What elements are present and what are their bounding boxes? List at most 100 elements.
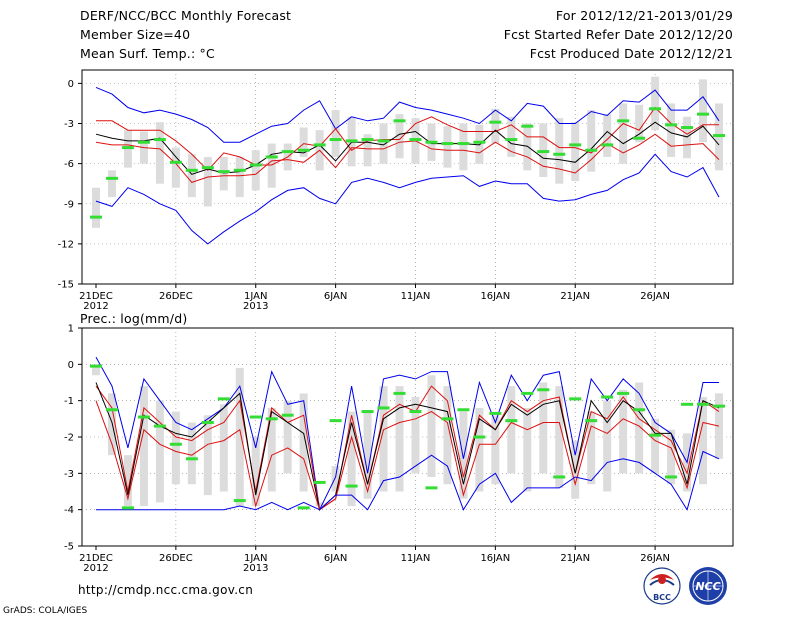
temp-observed-mark xyxy=(105,176,118,180)
temp-observed-mark xyxy=(489,120,502,124)
temp-plot-frame xyxy=(81,69,734,285)
temp-observed-mark xyxy=(441,142,454,146)
prec-spread-box xyxy=(299,393,308,492)
temp-ytick-label: -6 xyxy=(64,159,74,170)
temp-observed-mark xyxy=(601,143,614,147)
temp-ytick-label: 0 xyxy=(68,79,74,90)
prec-observed-mark xyxy=(233,499,246,503)
prec-spread-box xyxy=(667,429,676,485)
prec-observed-mark xyxy=(665,475,678,479)
temp-xtick-year: 2012 xyxy=(83,301,108,312)
temp-spread-box xyxy=(267,143,276,188)
prec-observed-mark xyxy=(521,391,534,395)
prec-spread-box xyxy=(427,375,436,477)
prec-observed-mark xyxy=(681,402,694,406)
temp-observed-mark xyxy=(329,138,342,142)
prec-observed-mark xyxy=(697,402,710,406)
temp-observed-mark xyxy=(345,139,358,143)
bcc-logo: BCC xyxy=(643,567,681,605)
temp-observed-mark xyxy=(361,138,374,142)
prec-observed-mark xyxy=(425,486,438,490)
temp-observed-mark xyxy=(153,138,166,142)
prec-observed-mark xyxy=(313,480,326,484)
prec-observed-mark xyxy=(90,364,102,368)
temp-observed-mark xyxy=(633,136,646,140)
prec-ytick-label: -2 xyxy=(64,433,74,444)
prec-min-line xyxy=(96,450,720,511)
prec-observed-mark xyxy=(169,442,182,446)
temp-xtick-label: 16JAN xyxy=(480,291,510,302)
temp-ytick-label: -15 xyxy=(58,280,74,291)
prec-spread-box xyxy=(219,404,228,492)
temp-ytick-label: -3 xyxy=(64,119,74,130)
temp-observed-mark xyxy=(313,143,326,147)
temp-spread-box xyxy=(443,126,452,168)
temp-observed-mark xyxy=(649,107,662,111)
prec-observed-mark xyxy=(553,475,566,479)
temp-min-line xyxy=(95,153,720,245)
prec-ytick-label: 0 xyxy=(68,360,74,371)
prec-observed-mark xyxy=(409,410,422,414)
precip-chart-title: Prec.: log(mm/d) xyxy=(80,311,187,326)
prec-xtick-label: 16JAN xyxy=(480,553,510,564)
header-start-date: Fcst Started Refer Date 2012/12/20 xyxy=(504,27,733,42)
temp-xtick-label: 21DEC xyxy=(79,291,113,302)
prec-observed-mark xyxy=(137,415,150,419)
temp-mean-line xyxy=(95,121,720,175)
temp-spread-box xyxy=(587,110,596,172)
temp-observed-mark xyxy=(425,140,438,144)
temp-observed-mark xyxy=(617,119,630,123)
prec-observed-mark xyxy=(569,397,582,401)
temp-spread-box xyxy=(571,122,580,182)
temp-observed-mark xyxy=(265,155,278,159)
prec-spread-box xyxy=(123,455,132,507)
temp-observed-mark xyxy=(249,163,262,167)
source-url[interactable]: http://cmdp.ncc.cma.gov.cn xyxy=(78,583,253,597)
prec-spread-box xyxy=(315,502,324,507)
temp-upper-line xyxy=(96,106,719,172)
temp-xtick-label: 26JAN xyxy=(640,291,670,302)
temp-observed-mark xyxy=(681,126,694,130)
temp-xtick-label: 26DEC xyxy=(159,291,193,302)
prec-observed-mark xyxy=(153,424,166,428)
temp-spread-box xyxy=(459,123,468,171)
temp-observed-mark xyxy=(409,138,422,142)
temp-spread-box xyxy=(299,127,308,157)
header-title: DERF/NCC/BCC Monthly Forecast xyxy=(80,8,291,23)
prec-spread-box xyxy=(603,400,612,492)
prec-spread-box xyxy=(395,386,404,492)
prec-spread-box xyxy=(363,411,372,499)
prec-spread-box xyxy=(235,367,244,507)
prec-spread-box xyxy=(203,415,212,496)
prec-spread-box xyxy=(251,437,260,507)
prec-xtick-year: 2013 xyxy=(243,563,268,574)
temp-observed-mark xyxy=(121,146,134,150)
prec-observed-mark xyxy=(201,420,214,424)
prec-spread-box xyxy=(187,422,196,485)
prec-observed-mark xyxy=(281,413,294,417)
temp-spread-box xyxy=(699,79,708,143)
temp-spread-box xyxy=(523,123,532,171)
temp-spread-box xyxy=(203,156,212,207)
temp-observed-mark xyxy=(569,143,582,147)
temp-spread-box xyxy=(667,103,676,157)
prec-spread-box xyxy=(507,386,516,474)
temp-spread-box xyxy=(171,147,180,188)
temp-spread-box xyxy=(683,116,692,159)
prec-spread-box xyxy=(155,400,164,503)
header-produced-date: Fcst Produced Date 2012/12/21 xyxy=(530,46,733,61)
prec-spread-box xyxy=(587,411,596,485)
prec-spread-box xyxy=(475,407,484,492)
prec-spread-box xyxy=(171,411,180,485)
prec-observed-mark xyxy=(217,397,230,401)
header-period: For 2012/12/21-2013/01/29 xyxy=(556,8,733,23)
temp-xtick-label: 21JAN xyxy=(560,291,590,302)
temp-spread-box xyxy=(395,114,404,159)
prec-ytick-label: -3 xyxy=(64,469,74,480)
temp-spread-box xyxy=(187,154,196,198)
prec-observed-mark xyxy=(617,391,630,395)
temp-spread-box xyxy=(219,156,228,191)
